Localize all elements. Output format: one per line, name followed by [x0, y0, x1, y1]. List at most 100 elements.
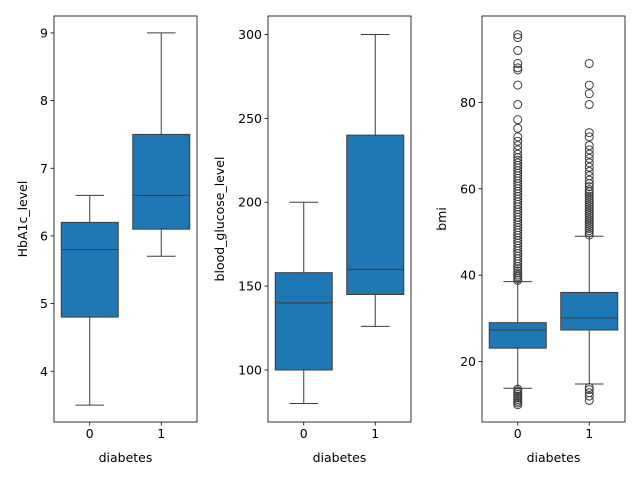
outlier-point [584, 219, 594, 229]
outlier-point [513, 141, 523, 151]
outlier-point [513, 384, 523, 394]
outlier-point [584, 211, 594, 221]
y-axis-label: HbA1c_level [15, 181, 30, 258]
outlier-point [584, 145, 594, 155]
outlier-point [584, 228, 594, 238]
outlier-point [584, 221, 594, 231]
outlier-point [584, 202, 594, 212]
outlier-point [513, 155, 523, 165]
outlier-point [584, 215, 594, 225]
outlier-point [513, 80, 523, 90]
outlier-point [513, 30, 523, 40]
outlier-point [584, 382, 594, 392]
outlier-point [513, 59, 523, 69]
outlier-point [513, 63, 523, 73]
x-axis-label: diabetes [527, 450, 581, 465]
outlier-point [584, 141, 594, 151]
outlier-point [584, 206, 594, 216]
outlier-point [584, 132, 594, 142]
y-tick-label: 60 [460, 181, 476, 196]
outlier-point [513, 266, 523, 276]
y-tick-label: 7 [40, 161, 48, 176]
outlier-point [513, 270, 523, 280]
outlier-point [513, 268, 523, 278]
axes-frame [481, 15, 626, 423]
outlier-point [584, 385, 594, 395]
outlier-point [513, 115, 523, 125]
outlier-point [513, 123, 523, 133]
y-tick-label: 100 [238, 362, 262, 377]
x-tick-label: 0 [514, 426, 522, 441]
y-tick-label: 80 [460, 95, 476, 110]
outlier-point [584, 89, 594, 99]
y-tick-label: 250 [238, 111, 262, 126]
outlier-point [584, 185, 594, 195]
outlier-point [513, 46, 523, 56]
x-axis-label: diabetes [313, 450, 367, 465]
outlier-point [584, 217, 594, 227]
hba1c-boxplot: 4 5 6 7 8 9 0 1 diabetes HbA1c_level [15, 15, 198, 465]
y-tick-label: 6 [40, 228, 48, 243]
box-body [274, 272, 333, 371]
outlier-point [584, 175, 594, 185]
outlier-point [513, 100, 523, 110]
outlier-point [584, 230, 594, 240]
outlier-point [584, 182, 594, 192]
y-tick-label: 5 [40, 296, 48, 311]
x-tick-label: 1 [585, 426, 593, 441]
y-tick-label: 200 [238, 195, 262, 210]
outlier-point [584, 154, 594, 164]
x-tick-label: 0 [300, 426, 308, 441]
blood-glucose-boxplot: 100 150 200 250 300 0 1 diabetes blood_glucose_l… [212, 15, 412, 465]
outlier-point [584, 213, 594, 223]
y-tick-label: 20 [460, 354, 476, 369]
outlier-point [513, 136, 523, 146]
y-axis-label: blood_glucose_level [212, 157, 227, 282]
outlier-point [584, 193, 594, 203]
box-body [488, 322, 547, 349]
box-body [60, 221, 119, 318]
outlier-point [584, 200, 594, 210]
outlier-point [584, 189, 594, 199]
outlier-point [513, 145, 523, 155]
outlier-point [584, 198, 594, 208]
bmi-boxplot: 20 40 60 80 0 1 diabetes bmi [434, 15, 626, 465]
outlier-point [584, 59, 594, 69]
outlier-point [584, 204, 594, 214]
outlier-point [513, 158, 523, 168]
outlier-point [584, 158, 594, 168]
y-axis-label: bmi [434, 207, 449, 231]
y-tick-label: 9 [40, 25, 48, 40]
outlier-point [513, 149, 523, 159]
outlier-point [584, 80, 594, 90]
outlier-point [513, 132, 523, 142]
box-body [560, 291, 619, 331]
outlier-point [584, 191, 594, 201]
outlier-point [584, 128, 594, 138]
axes-frame [267, 15, 412, 423]
x-tick-label: 0 [86, 426, 94, 441]
outlier-point [584, 162, 594, 172]
outlier-point [513, 264, 523, 274]
axes-frame [53, 15, 198, 423]
y-tick-label: 150 [238, 279, 262, 294]
outlier-point [513, 33, 523, 43]
y-tick-label: 8 [40, 93, 48, 108]
box-body [132, 133, 191, 230]
outlier-point [584, 208, 594, 218]
outlier-point [584, 388, 594, 398]
outlier-point [584, 149, 594, 159]
outlier-point [584, 224, 594, 234]
outlier-point [584, 391, 594, 401]
y-tick-label: 4 [40, 364, 48, 379]
outlier-point [584, 226, 594, 236]
box-body [346, 134, 405, 295]
outlier-point [584, 166, 594, 176]
x-tick-label: 1 [371, 426, 379, 441]
x-tick-label: 1 [157, 426, 165, 441]
y-tick-label: 40 [460, 268, 476, 283]
outlier-point [584, 195, 594, 205]
outlier-point [584, 171, 594, 181]
x-axis-label: diabetes [99, 450, 153, 465]
